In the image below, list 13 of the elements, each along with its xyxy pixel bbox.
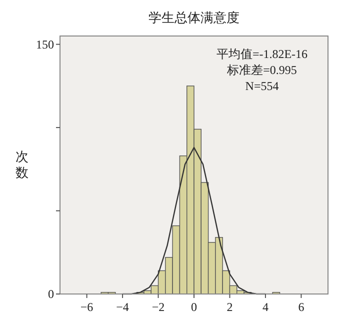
x-tick-label: −2 [152, 300, 165, 314]
y-tick-label: 150 [36, 37, 54, 52]
x-tick-label: 4 [262, 300, 268, 314]
chart-title: 学生总体满意度 [148, 10, 240, 25]
y-axis-title: 次数 [16, 149, 28, 180]
x-tick-label: −6 [80, 300, 94, 314]
x-tick-label: 0 [191, 300, 197, 314]
annotation: 标准差=0.995 [226, 63, 297, 77]
annotation: N=554 [245, 79, 279, 93]
x-tick-label: −4 [116, 300, 129, 314]
x-tick-label: 2 [226, 300, 233, 314]
annotation: 平均值=-1.82E-16 [216, 47, 308, 61]
x-tick-label: 6 [298, 300, 304, 314]
